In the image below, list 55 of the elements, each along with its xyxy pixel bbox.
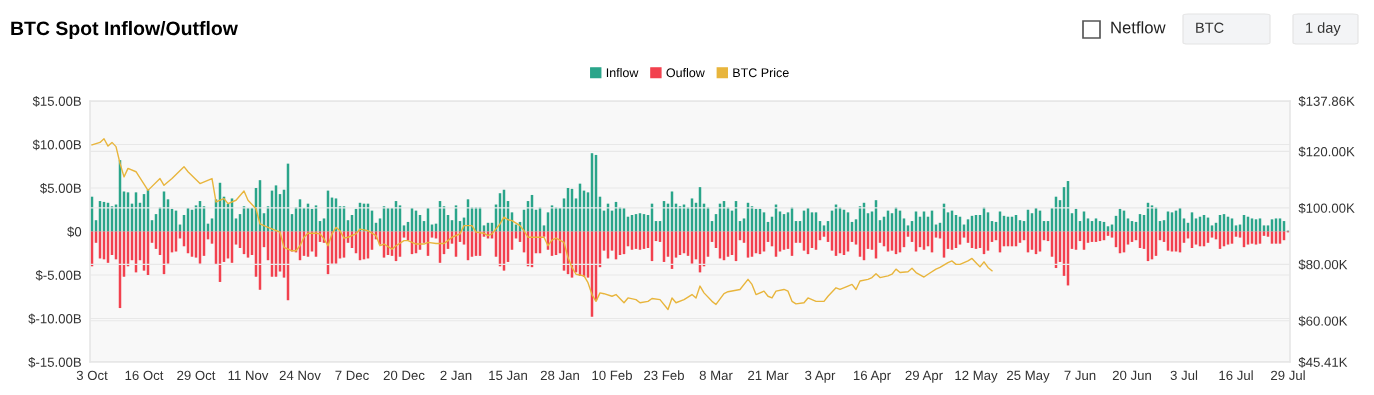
bar bbox=[906, 225, 910, 232]
x-tick-label: 16 Apr bbox=[853, 370, 891, 383]
y2-tick-label: $60.00K bbox=[1298, 315, 1348, 327]
y-tick-label: $-5.00B bbox=[35, 270, 81, 281]
bar bbox=[402, 225, 406, 232]
x-tick-label: 25 May bbox=[1007, 370, 1050, 383]
line-series bbox=[91, 138, 993, 311]
bar bbox=[1210, 225, 1214, 232]
x-tick-label: 3 Jul bbox=[1170, 370, 1198, 381]
y-tick-label: $0 bbox=[67, 226, 82, 238]
text: Netflow bbox=[1111, 21, 1166, 34]
x-tick-label: 16 Jul bbox=[1219, 370, 1253, 381]
x-tick-label: 15 Jan bbox=[489, 370, 527, 381]
legend-label: BTC Price bbox=[733, 67, 789, 78]
y-tick-label: $15.00B bbox=[32, 96, 81, 107]
x-tick-label: 29 Oct bbox=[177, 370, 216, 381]
y2-tick-label: $80.00K bbox=[1298, 259, 1348, 271]
x-tick-label: 29 Jul bbox=[1271, 370, 1305, 381]
x-tick-label: 7 Dec bbox=[335, 370, 369, 381]
y-tick-label: $10.00B bbox=[32, 139, 81, 151]
x-tick-label: 20 Dec bbox=[383, 370, 425, 381]
y-tick-label: $-15.00B bbox=[28, 357, 81, 368]
bar bbox=[482, 225, 486, 232]
text: 1 day bbox=[1306, 22, 1341, 36]
text: BTC bbox=[1196, 22, 1224, 33]
x-tick-label: 23 Feb bbox=[644, 370, 684, 381]
x-tick-label: 29 Apr bbox=[905, 370, 943, 383]
bar bbox=[1266, 225, 1270, 232]
y2-tick-label: $120.00K bbox=[1298, 146, 1355, 158]
bar bbox=[1234, 225, 1238, 232]
y2-tick-label: $45.41K bbox=[1298, 357, 1348, 368]
x-tick-label: 3 Apr bbox=[805, 370, 836, 383]
y2-tick-label: $137.86K bbox=[1298, 96, 1355, 107]
bar bbox=[1106, 226, 1110, 232]
legend-label: Inflow bbox=[606, 67, 639, 78]
bar bbox=[1262, 225, 1266, 232]
x-tick-label: 8 Mar bbox=[699, 370, 733, 381]
x-tick-label: 2 Jan bbox=[440, 370, 472, 381]
x-tick-label: 11 Nov bbox=[228, 370, 269, 381]
chart-title: BTC Spot Inflow/Outflow bbox=[11, 20, 238, 40]
y-tick-label: $5.00B bbox=[39, 183, 81, 194]
x-tick-label: 10 Feb bbox=[592, 370, 632, 381]
x-tick-label: 28 Jan bbox=[540, 370, 579, 381]
legend-label: Ouflow bbox=[666, 67, 705, 78]
x-tick-label: 16 Oct bbox=[125, 370, 164, 381]
x-tick-label: 21 Mar bbox=[748, 370, 789, 381]
x-tick-label: 12 May bbox=[955, 370, 998, 383]
x-tick-label: 7 Jun bbox=[1064, 370, 1096, 381]
bar bbox=[822, 225, 826, 232]
bar bbox=[542, 225, 546, 232]
x-tick-label: 20 Jun bbox=[1112, 370, 1151, 381]
y-tick-label: $-10.00B bbox=[28, 313, 81, 325]
x-tick-label: 3 Oct bbox=[76, 370, 108, 381]
x-tick-label: 24 Nov bbox=[279, 370, 321, 381]
y2-tick-label: $100.00K bbox=[1298, 202, 1355, 214]
